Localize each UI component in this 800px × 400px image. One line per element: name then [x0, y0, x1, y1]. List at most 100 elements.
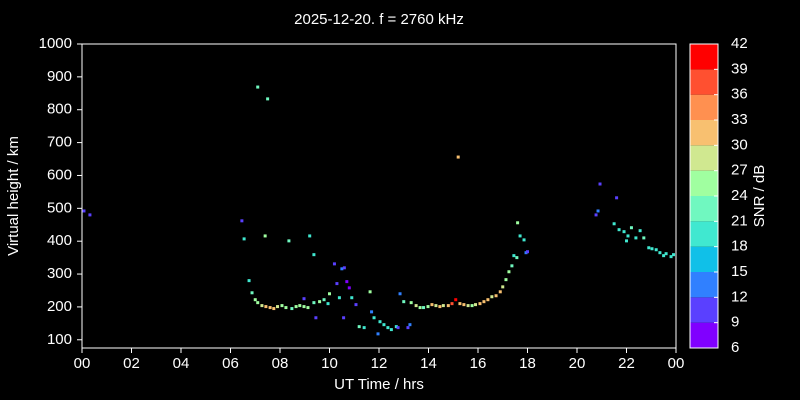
- point: [462, 303, 466, 307]
- colorbar-tick-label: 24: [731, 187, 748, 204]
- point: [340, 267, 344, 271]
- colorbar-band: [690, 221, 718, 247]
- point: [256, 85, 260, 89]
- x-tick-label: 02: [123, 355, 140, 372]
- point: [350, 296, 354, 300]
- point: [314, 316, 318, 320]
- point: [308, 234, 312, 238]
- point: [470, 304, 474, 308]
- point: [337, 296, 341, 300]
- x-tick-label: 18: [519, 355, 536, 372]
- point: [290, 307, 294, 311]
- point: [357, 325, 361, 329]
- point: [441, 304, 445, 308]
- point: [434, 304, 438, 308]
- x-tick-label: 16: [470, 355, 487, 372]
- point: [504, 278, 508, 282]
- point: [306, 306, 310, 310]
- point: [280, 304, 284, 308]
- point: [328, 292, 331, 296]
- point: [612, 222, 616, 226]
- point: [456, 155, 460, 159]
- point: [498, 290, 502, 294]
- point: [240, 219, 244, 223]
- x-tick-label: 04: [173, 355, 190, 372]
- point: [345, 280, 349, 284]
- x-tick-label: 08: [272, 355, 289, 372]
- y-tick-label: 1000: [39, 35, 72, 52]
- point: [626, 234, 630, 238]
- colorbar-band: [690, 297, 718, 323]
- point: [302, 297, 306, 301]
- point: [342, 316, 346, 320]
- y-axis-label: Virtual height / km: [5, 136, 22, 256]
- colorbar-tick-label: 33: [731, 111, 748, 128]
- colorbar-tick-label: 39: [731, 60, 748, 77]
- colorbar-label: SNR / dB: [751, 165, 768, 228]
- chart-title: 2025-12-20. f = 2760 kHz: [294, 11, 464, 28]
- x-tick-label: 10: [321, 355, 338, 372]
- point: [268, 306, 272, 310]
- point: [642, 236, 646, 240]
- point: [402, 300, 406, 304]
- colorbar-band: [690, 44, 718, 70]
- y-tick-label: 600: [47, 166, 72, 183]
- point: [486, 298, 490, 302]
- y-tick-label: 800: [47, 101, 72, 118]
- point: [256, 301, 260, 305]
- point: [247, 279, 251, 283]
- point: [312, 253, 316, 257]
- point: [501, 285, 505, 289]
- colorbar-tick-label: 6: [731, 339, 739, 356]
- point: [650, 247, 654, 251]
- colorbar-tick-label: 21: [731, 212, 748, 229]
- point: [409, 301, 413, 305]
- x-tick-label: 12: [371, 355, 388, 372]
- point: [446, 304, 450, 308]
- point: [638, 229, 642, 233]
- point: [422, 306, 426, 310]
- y-tick-label: 500: [47, 199, 72, 216]
- x-tick-label: 20: [569, 355, 586, 372]
- point: [260, 304, 264, 308]
- colorbar-tick-label: 18: [731, 238, 748, 255]
- x-tick-label: 22: [618, 355, 635, 372]
- point: [625, 239, 628, 243]
- point: [522, 238, 526, 242]
- point: [394, 325, 398, 329]
- point: [332, 262, 336, 266]
- point: [662, 254, 666, 258]
- point: [418, 306, 422, 310]
- colorbar-band: [690, 120, 718, 146]
- point: [287, 239, 291, 243]
- colorbar-band: [690, 322, 718, 348]
- point: [458, 302, 462, 306]
- point: [398, 292, 402, 296]
- x-axis-label: UT Time / hrs: [334, 376, 424, 393]
- point: [510, 264, 514, 268]
- point: [318, 300, 322, 304]
- colorbar-band: [690, 170, 718, 196]
- point: [382, 323, 386, 327]
- point: [284, 306, 288, 310]
- y-tick-label: 700: [47, 134, 72, 151]
- y-tick-label: 300: [47, 265, 72, 282]
- point: [494, 294, 498, 298]
- point: [263, 234, 267, 238]
- y-tick-label: 900: [47, 68, 72, 85]
- point: [408, 323, 412, 327]
- point: [426, 305, 430, 309]
- point: [354, 303, 358, 307]
- point: [294, 305, 298, 309]
- point: [386, 326, 390, 330]
- point: [322, 298, 326, 302]
- point: [266, 97, 270, 101]
- point: [406, 326, 410, 330]
- plot-frame: [81, 43, 677, 349]
- point: [362, 326, 366, 330]
- colorbar-band: [690, 94, 718, 120]
- point: [298, 304, 302, 308]
- x-tick-label: 06: [222, 355, 239, 372]
- point: [253, 298, 257, 302]
- point: [474, 303, 478, 307]
